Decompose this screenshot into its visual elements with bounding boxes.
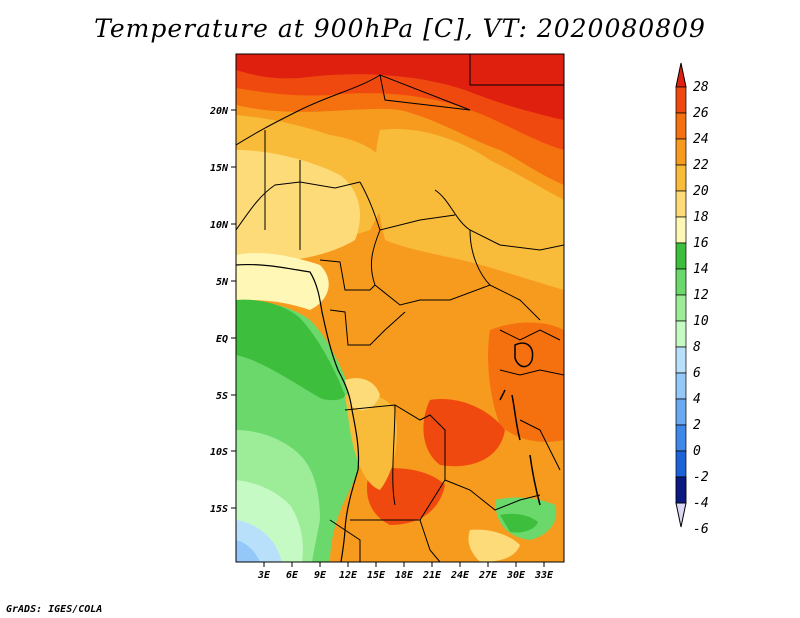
country-borders [236,54,564,562]
colorbar-segment [675,424,687,452]
lat-axis: 20N 15N 10N 5N EQ 5S 10S 15S [209,106,236,515]
lat-label: 5S [216,391,228,402]
colorbar-label: 12 [693,288,709,303]
lon-label: 30E [506,570,526,581]
colorbar-segment [675,242,687,270]
colorbar-label: 24 [693,132,709,147]
map-title: Temperature at 900hPa [C], VT: 202008080… [94,14,706,43]
colorbar-label: 6 [693,366,701,381]
colorbar-segment [675,398,687,426]
colorbar-segment [675,476,687,504]
lat-label: 15S [210,504,228,515]
lat-label: EQ [216,334,228,345]
lon-axis: 3E 6E 9E 12E 15E 18E 21E 24E 27E 30E 33E [257,562,554,581]
lon-label: 27E [478,570,498,581]
lon-label: 3E [257,570,271,581]
colorbar-segment [675,138,687,166]
lat-label: 20N [209,106,229,117]
colorbar-label: -2 [693,470,709,485]
lon-label: 24E [450,570,470,581]
lat-label: 15N [210,163,229,174]
colorbar-bottom-arrow [675,502,687,528]
lat-label: 10S [210,447,228,458]
colorbar-label: 0 [693,444,701,459]
map-frame [235,53,565,563]
colorbar-label: 14 [693,262,709,277]
colorbar-segment [675,294,687,322]
colorbar-label: 18 [693,210,709,225]
colorbar-top-arrow [675,62,687,88]
lon-label: 9E [314,570,327,581]
grads-credit: GrADS: IGES/COLA [6,604,103,615]
colorbar-label: -4 [693,496,709,511]
colorbar-segment [675,320,687,348]
colorbar-label: 20 [693,184,709,199]
colorbar-label: 16 [693,236,709,251]
colorbar-label: -6 [693,522,709,537]
colorbar-segment [675,268,687,296]
colorbar-label: 10 [693,314,709,329]
colorbar-label: 2 [693,418,701,433]
coastline [235,263,360,563]
colorbar-label: 28 [693,80,709,95]
colorbar-label: 8 [693,340,701,355]
colorbar-segment [675,164,687,192]
temperature-field [236,54,564,562]
lat-label: 10N [210,220,229,231]
lon-label: 21E [422,570,442,581]
colorbar-segment [675,450,687,478]
colorbar-segment [675,112,687,140]
lat-label: 5N [216,277,229,288]
colorbar-segment [675,346,687,374]
colorbar-label: 4 [693,392,701,407]
lakes [499,342,541,506]
lon-label: 6E [286,570,299,581]
colorbar-segment [675,216,687,244]
lon-label: 15E [367,570,386,581]
colorbar-segment [675,86,687,114]
colorbar-label: 26 [693,106,709,121]
lon-label: 33E [534,570,554,581]
colorbar-segment [675,190,687,218]
lon-label: 12E [339,570,358,581]
colorbar-segment [675,372,687,400]
lon-label: 18E [395,570,414,581]
colorbar-label: 22 [693,158,709,173]
